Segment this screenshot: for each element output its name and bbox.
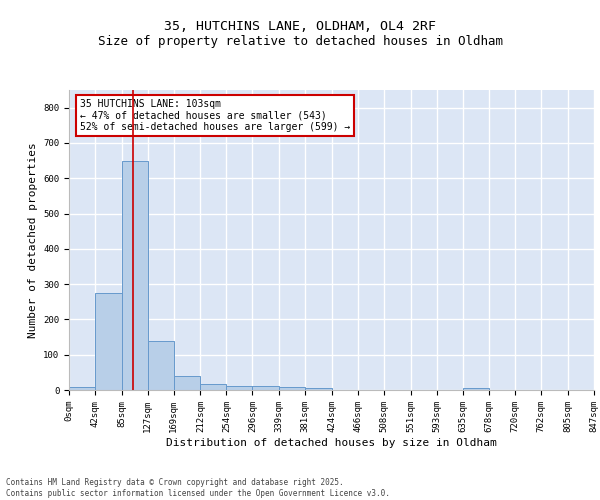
X-axis label: Distribution of detached houses by size in Oldham: Distribution of detached houses by size … (166, 438, 497, 448)
Bar (69, 387, 95, 390)
Bar (463, 388, 489, 390)
Bar (279, 387, 305, 390)
Bar (226, 386, 253, 390)
Bar (174, 376, 200, 390)
Text: Size of property relative to detached houses in Oldham: Size of property relative to detached ho… (97, 34, 503, 48)
Bar (95, 293, 122, 390)
Bar (253, 386, 279, 390)
Text: 35, HUTCHINS LANE, OLDHAM, OL4 2RF: 35, HUTCHINS LANE, OLDHAM, OL4 2RF (164, 20, 436, 32)
Y-axis label: Number of detached properties: Number of detached properties (28, 142, 38, 338)
Bar (200, 384, 226, 390)
Bar (305, 388, 332, 390)
Bar (148, 340, 174, 390)
Bar (122, 160, 148, 390)
Text: Contains HM Land Registry data © Crown copyright and database right 2025.
Contai: Contains HM Land Registry data © Crown c… (6, 478, 390, 498)
Text: 35 HUTCHINS LANE: 103sqm
← 47% of detached houses are smaller (543)
52% of semi-: 35 HUTCHINS LANE: 103sqm ← 47% of detach… (79, 99, 350, 132)
